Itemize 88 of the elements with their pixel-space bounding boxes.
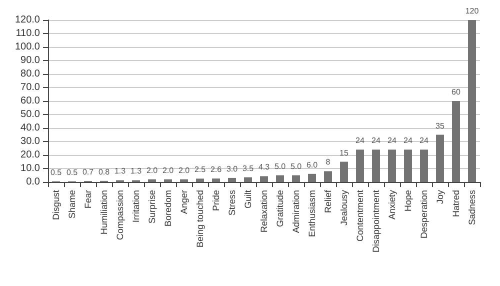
data-label: 2.0 <box>162 166 174 175</box>
x-tick-label: Disappointment <box>371 190 381 253</box>
x-tick-label: Enthusiasm <box>307 190 317 238</box>
x-tick-label: Irritation <box>131 190 141 223</box>
x-tick-label: Jealousy <box>339 190 349 226</box>
x-tick-label: Humiliation <box>99 190 109 235</box>
x-tick-label: Hatred <box>451 190 461 218</box>
y-tick-label: 40.0 <box>20 122 40 134</box>
x-tick-label: Gratitude <box>275 190 285 228</box>
data-label: 15 <box>340 148 349 158</box>
x-tick-label: Joy <box>435 190 445 204</box>
y-tick-label: 10.0 <box>20 163 40 174</box>
data-label: 1.3 <box>130 166 142 176</box>
y-tick-label: 100.0 <box>14 42 40 52</box>
data-label: 0.7 <box>82 168 94 177</box>
y-tick-label: 110.0 <box>16 28 40 39</box>
bar <box>468 20 476 182</box>
data-label: 5.0 <box>290 162 302 171</box>
bar <box>372 150 380 182</box>
x-tick-label: Contentment <box>355 190 365 242</box>
bar <box>212 178 220 182</box>
x-tick-label: Surprise <box>147 190 157 224</box>
data-label: 2.6 <box>210 164 222 174</box>
data-label: 24 <box>404 136 413 146</box>
bar <box>164 179 172 182</box>
x-tick-label: Relief <box>323 190 333 214</box>
data-label: 24 <box>372 136 381 146</box>
data-label: 24 <box>388 136 397 146</box>
bar <box>388 150 396 182</box>
bar <box>436 134 444 182</box>
bar <box>404 150 412 182</box>
data-label: 5.0 <box>274 162 286 171</box>
y-tick-label: 60.0 <box>20 96 40 106</box>
bar <box>356 150 364 182</box>
data-label: 24 <box>420 136 429 146</box>
bar <box>324 171 332 182</box>
y-tick-label: 70.0 <box>20 82 40 93</box>
x-tick-label: Disgust <box>51 190 61 220</box>
x-tick-label: Fear <box>83 190 93 209</box>
x-tick-label: Shame <box>67 190 77 219</box>
y-tick-label: 90.0 <box>20 55 40 66</box>
data-label: 120 <box>465 6 480 16</box>
x-tick-label: Admiration <box>291 190 301 234</box>
bar <box>452 101 460 182</box>
x-tick-label: Hope <box>403 190 413 212</box>
bar <box>196 178 204 182</box>
bar <box>340 162 348 182</box>
data-label: 2.0 <box>178 166 190 175</box>
data-label: 0.5 <box>50 168 62 177</box>
data-label: 8 <box>326 158 331 167</box>
x-tick-label: Being touched <box>195 190 205 248</box>
bar <box>420 150 428 182</box>
x-tick-label: Pride <box>211 190 221 212</box>
x-tick-label: Boredom <box>163 190 173 227</box>
data-label: 4.3 <box>258 162 270 172</box>
y-tick-label: 0.0 <box>26 176 40 188</box>
data-label: 1.3 <box>114 166 126 176</box>
bar <box>292 175 300 182</box>
bar <box>276 175 284 182</box>
y-tick-label: 120.0 <box>14 14 40 26</box>
bar <box>308 174 316 182</box>
x-tick-label: Guilt <box>243 190 253 209</box>
bar <box>260 176 268 182</box>
y-tick-label: 30.0 <box>20 136 40 147</box>
data-label: 3.5 <box>242 164 254 173</box>
x-tick-label: Relaxation <box>259 190 269 233</box>
data-label: 60 <box>452 88 461 96</box>
x-tick-label: Anger <box>179 190 189 214</box>
x-tick-label: Desperation <box>419 190 429 239</box>
bar <box>148 179 156 182</box>
data-label: 35 <box>436 121 445 130</box>
bar <box>180 179 188 182</box>
data-label: 24 <box>356 136 365 146</box>
bar <box>228 178 236 182</box>
data-label: 0.8 <box>98 167 110 176</box>
x-tick-label: Stress <box>227 190 237 216</box>
data-label: 0.5 <box>66 168 78 177</box>
bar <box>244 177 252 182</box>
data-label: 2.0 <box>146 166 158 175</box>
data-label: 3.0 <box>226 164 238 174</box>
x-tick-label: Compassion <box>115 190 125 240</box>
x-tick-label: Anxiety <box>387 190 397 220</box>
y-tick-label: 20.0 <box>20 150 40 160</box>
x-tick-label: Sadness <box>467 190 477 226</box>
y-tick-label: 80.0 <box>20 68 40 80</box>
data-label: 6.0 <box>306 160 318 170</box>
y-tick-label: 50.0 <box>20 109 40 120</box>
data-label: 2.5 <box>194 165 206 174</box>
